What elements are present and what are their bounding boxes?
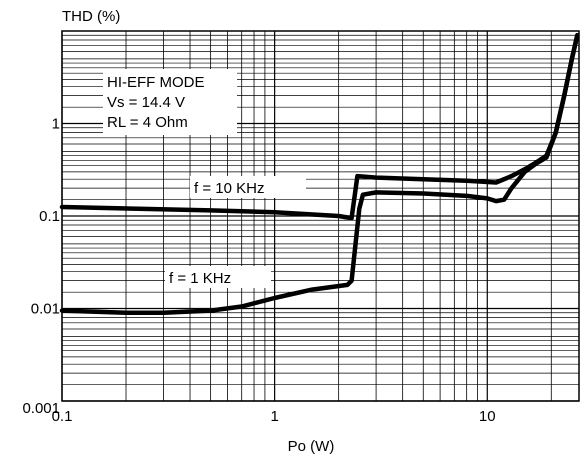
annotation-1khz-label: f = 1 KHz <box>169 270 231 287</box>
annotation-10khz-label: f = 10 KHz <box>194 180 264 197</box>
y-axis-label: THD (%) <box>62 8 120 25</box>
y-tick-label: 1 <box>52 116 60 133</box>
annotation-10khz: f = 10 KHz <box>190 176 306 198</box>
y-tick-label: 0.01 <box>31 301 60 318</box>
x-tick-label: 1 <box>270 408 278 425</box>
condition-vs: Vs = 14.4 V <box>107 94 185 111</box>
condition-mode: HI-EFF MODE <box>107 74 205 91</box>
x-axis-label: Po (W) <box>288 438 335 455</box>
y-tick-label: 0.1 <box>39 208 60 225</box>
x-tick-label: 10 <box>479 408 496 425</box>
y-tick-label: 0.001 <box>22 400 60 417</box>
conditions-box: HI-EFF MODE Vs = 14.4 V RL = 4 Ohm <box>103 69 237 135</box>
annotation-1khz: f = 1 KHz <box>165 266 271 288</box>
condition-rl: RL = 4 Ohm <box>107 114 188 131</box>
